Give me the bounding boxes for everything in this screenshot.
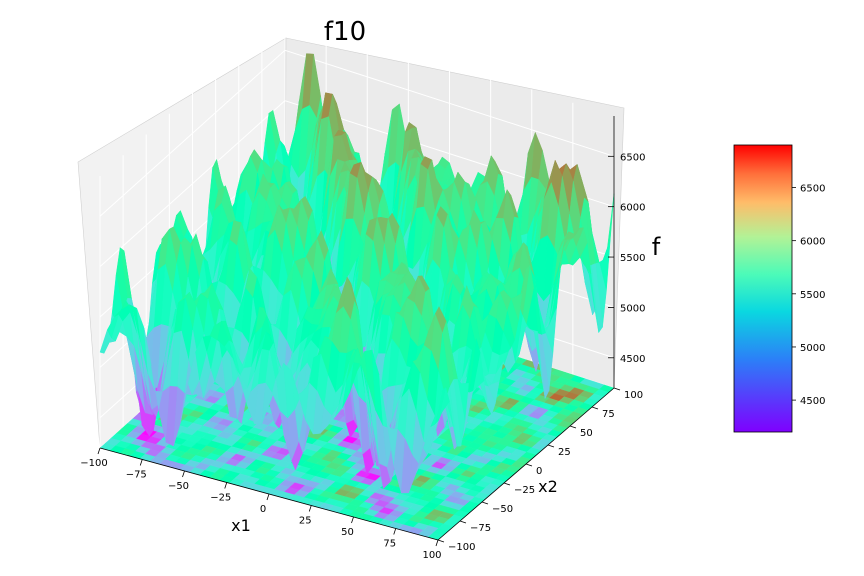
z-axis-ticks: 4500 5000 5500 6000 6500 (608, 152, 645, 365)
z-tick-label: 5000 (620, 303, 645, 314)
y-axis-label: x2 (538, 477, 558, 496)
x-tick-label: 0 (260, 504, 266, 515)
x-tick-label: 75 (383, 539, 396, 550)
colorbar-tick-label: 6500 (800, 184, 825, 195)
x-tick-label: 50 (341, 527, 354, 538)
colorbar-tick-label: 6000 (800, 237, 825, 248)
y-tick-label: 75 (602, 409, 615, 420)
colorbar-tick-label: 5500 (800, 290, 825, 301)
x-tick-label: −100 (80, 458, 107, 469)
z-tick-label: 6500 (620, 152, 645, 163)
surface-plot (99, 53, 615, 494)
y-tick-label: −100 (448, 542, 475, 553)
colorbar-tick-label: 4500 (800, 396, 825, 407)
x-axis-ticks: −100 −75 −50 −25 0 25 50 75 100 (80, 447, 442, 561)
x-tick-label: 100 (422, 550, 441, 561)
colorbar-tick-label: 5000 (800, 343, 825, 354)
z-tick-label: 6000 (620, 203, 645, 214)
y-tick-label: 0 (536, 466, 542, 477)
y-tick-label: 50 (580, 428, 593, 439)
y-tick-label: 100 (624, 390, 643, 401)
x-tick-label: −25 (210, 493, 231, 504)
x-axis-label: x1 (231, 516, 251, 535)
y-tick-label: 25 (558, 447, 571, 458)
y-axis-ticks: −100 −75−50−250 25 50 75 100 (437, 387, 643, 553)
z-tick-label: 5500 (620, 253, 645, 264)
z-tick-label: 4500 (620, 354, 645, 365)
x-tick-label: −75 (126, 470, 147, 481)
x-tick-label: −50 (168, 481, 189, 492)
y-tick-label: −75 (470, 523, 491, 534)
colorbar-ticks: 4500 5000 5500 6000 6500 (792, 184, 825, 407)
z-axis-label: f (652, 233, 661, 261)
colorbar (733, 144, 793, 433)
y-tick-label: −50 (492, 504, 513, 515)
x-tick-label: 25 (299, 516, 312, 527)
y-tick-label: −25 (514, 485, 535, 496)
chart-title: f10 (324, 17, 366, 47)
